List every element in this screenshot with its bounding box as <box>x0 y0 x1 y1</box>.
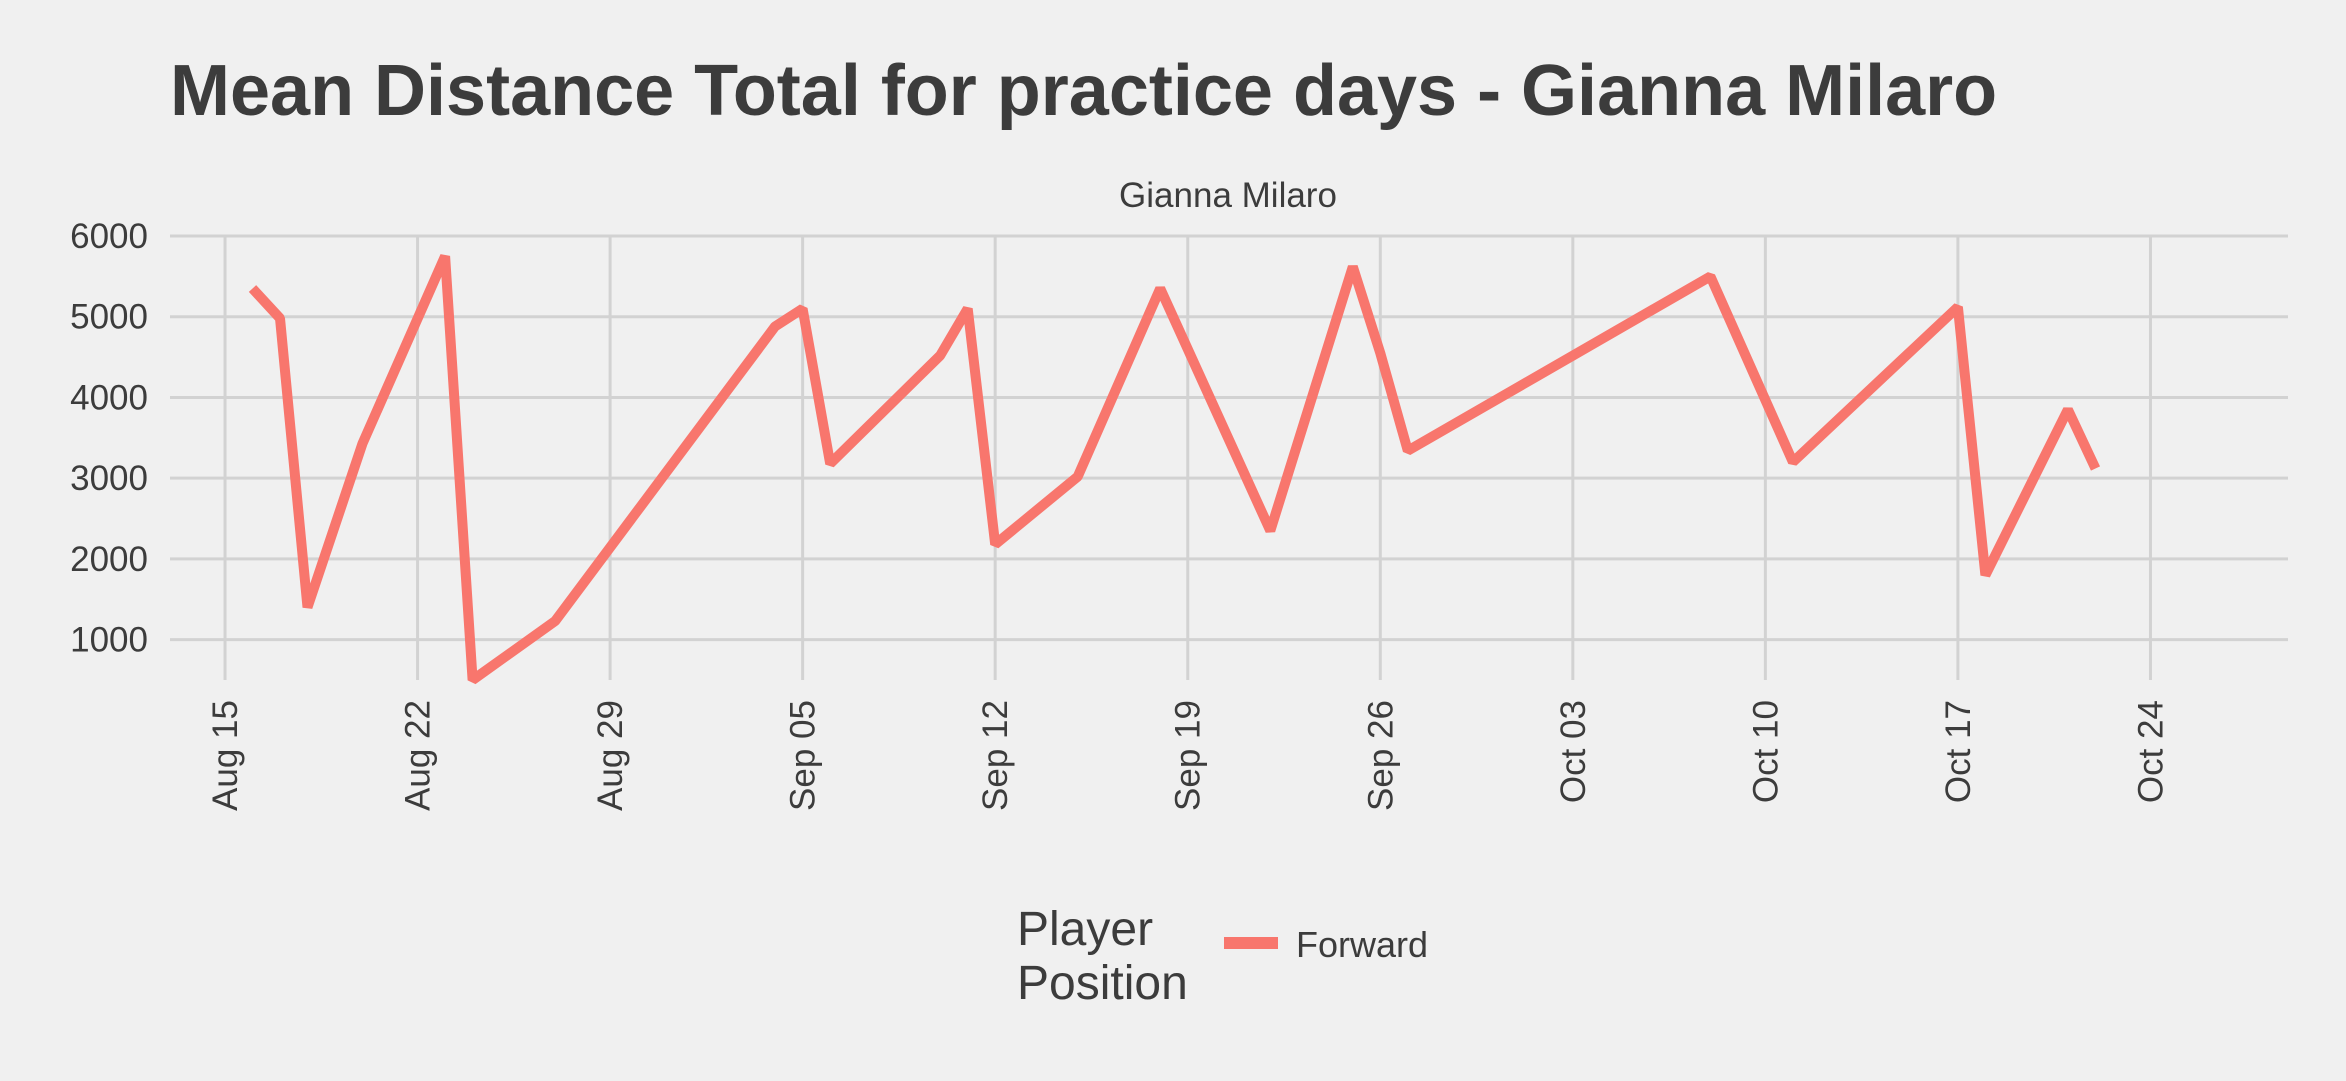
x-tick-label: Oct 03 <box>1554 700 1593 803</box>
y-tick-label: 1000 <box>70 621 148 660</box>
facet-label: Gianna Milaro <box>1119 176 1337 215</box>
x-tick-label: Sep 05 <box>784 700 823 811</box>
x-tick-label: Oct 24 <box>2131 700 2170 803</box>
x-tick-label: Aug 22 <box>399 700 438 811</box>
legend: Player Position Forward <box>1017 903 1428 1010</box>
legend-title-line-1: Player <box>1017 903 1153 956</box>
x-axis-ticks: Aug 15 Aug 22 Aug 29 Sep 05 Sep 12 Sep 19 Sep … <box>206 700 2170 811</box>
y-tick-label: 4000 <box>70 378 148 417</box>
x-tick-label: Aug 29 <box>591 700 630 811</box>
y-tick-label: 3000 <box>70 459 148 498</box>
y-tick-label: 5000 <box>70 298 148 337</box>
x-tick-label: Sep 12 <box>976 700 1015 811</box>
legend-title-line-2: Position <box>1017 957 1188 1010</box>
chart-title: Mean Distance Total for practice days - … <box>170 51 1997 131</box>
x-tick-label: Oct 17 <box>1939 700 1978 803</box>
x-tick-label: Aug 15 <box>206 700 245 811</box>
x-tick-label: Sep 26 <box>1361 700 1400 811</box>
y-axis-ticks: 1000 2000 3000 4000 5000 6000 <box>70 217 148 660</box>
legend-title: Player Position <box>1017 903 1188 1010</box>
x-tick-label: Oct 10 <box>1746 700 1785 803</box>
legend-label-forward: Forward <box>1296 924 1428 965</box>
grid-lines <box>170 234 2288 680</box>
x-tick-label: Sep 19 <box>1169 700 1208 811</box>
y-tick-label: 6000 <box>70 217 148 256</box>
y-tick-label: 2000 <box>70 540 148 579</box>
series-line-forward <box>248 254 2101 685</box>
series-lines <box>248 254 2101 685</box>
